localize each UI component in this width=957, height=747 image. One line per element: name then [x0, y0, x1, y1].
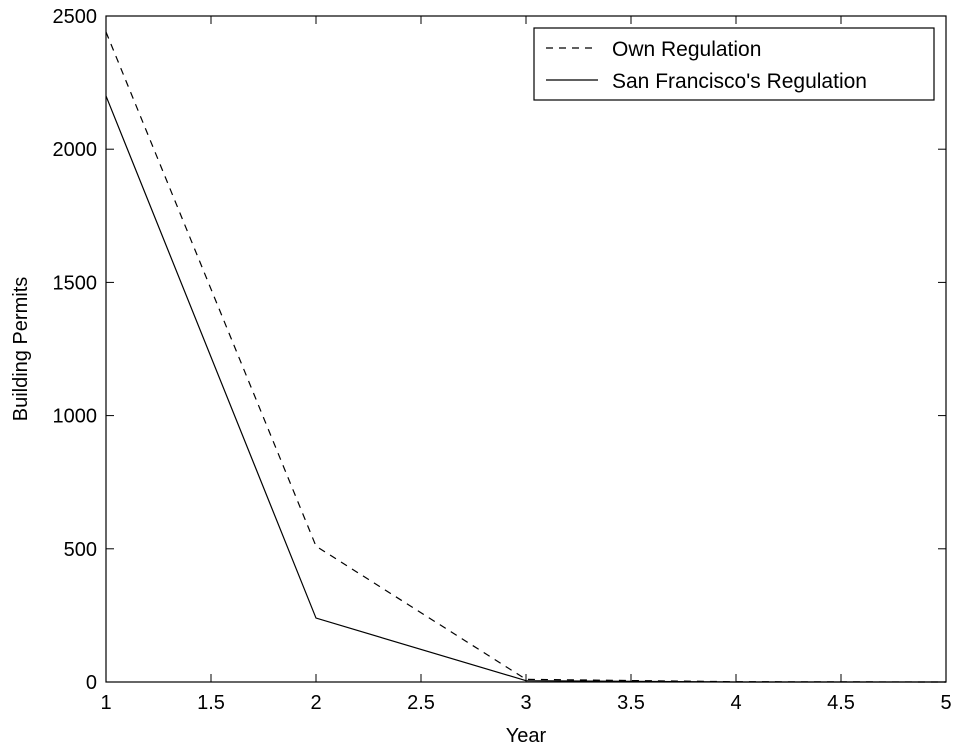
- y-axis-title: Building Permits: [10, 277, 32, 422]
- legend: Own Regulation San Francisco's Regulatio…: [533, 27, 935, 101]
- axis-ticks: 1 1.5 2 2.5 3 3.5 4 4.5 5 0 500 1000 1500 2000 2500: [53, 6, 952, 714]
- legend-label-own-regulation: Own Regulation: [612, 38, 761, 61]
- y-tick-label: 1000: [53, 406, 98, 428]
- x-tick-label: 2.5: [407, 692, 435, 714]
- plot-area: [105, 15, 947, 683]
- legend-label-san-francisco-regulation: San Francisco's Regulation: [612, 70, 867, 93]
- x-axis-title: Year: [506, 725, 547, 747]
- series-line-san-francisco-s-regulation: [105, 95, 946, 683]
- x-tick-label: 4: [730, 692, 741, 714]
- series-layer: [105, 31, 947, 683]
- y-tick-label: 1500: [53, 272, 98, 294]
- y-tick-label: 2500: [53, 6, 98, 28]
- x-tick-label: 3.5: [617, 692, 645, 714]
- x-tick-label: 5: [940, 692, 951, 714]
- x-tick-label: 3: [520, 692, 531, 714]
- x-tick-label: 2: [310, 692, 321, 714]
- legend-box: [533, 27, 935, 101]
- y-tick-label: 500: [64, 539, 97, 561]
- y-tick-label: 0: [86, 672, 97, 694]
- x-tick-label: 1.5: [197, 692, 225, 714]
- x-tick-label: 1: [100, 692, 111, 714]
- x-tick-label: 4.5: [827, 692, 855, 714]
- y-tick-label: 2000: [53, 139, 98, 161]
